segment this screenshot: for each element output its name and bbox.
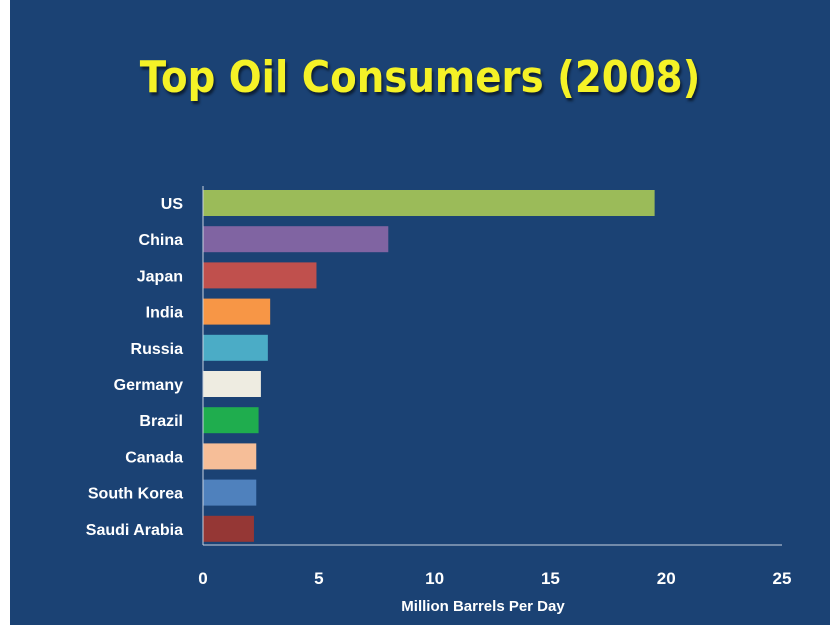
x-tick-label-25: 25 xyxy=(773,569,792,588)
bar-brazil xyxy=(203,407,259,434)
slide-background: Top Oil Consumers (2008) xyxy=(10,0,830,625)
bar-germany xyxy=(203,371,261,397)
bar-canada xyxy=(203,443,257,470)
category-labels: US China Japan India Russia Germany Brazil Cana… xyxy=(86,196,184,539)
category-label-russia: Russia xyxy=(131,341,184,358)
category-label-germany: Germany xyxy=(114,377,183,394)
x-tick-label-20: 20 xyxy=(657,569,676,588)
category-label-south-korea: South Korea xyxy=(88,486,183,503)
bar-saudi-arabia xyxy=(203,515,254,542)
category-label-saudi-arabia: Saudi Arabia xyxy=(86,522,183,539)
category-label-india: India xyxy=(146,305,183,322)
x-tick-label-15: 15 xyxy=(541,569,560,588)
bars xyxy=(203,190,655,542)
bar-china xyxy=(203,226,389,253)
category-label-canada: Canada xyxy=(125,449,183,466)
x-tick-label-0: 0 xyxy=(198,569,207,588)
category-label-brazil: Brazil xyxy=(139,413,183,430)
bar-russia xyxy=(203,334,268,361)
x-tick-label-10: 10 xyxy=(425,569,444,588)
x-axis-title: Million Barrels Per Day xyxy=(401,598,565,615)
x-tick-labels: 0 5 10 15 20 25 xyxy=(198,569,791,588)
category-label-china: China xyxy=(139,232,184,249)
chart-title: Top Oil Consumers (2008) xyxy=(139,52,701,103)
bar-us xyxy=(203,190,655,216)
bar-south-korea xyxy=(203,479,257,506)
category-label-us: US xyxy=(161,196,184,213)
axes xyxy=(202,186,782,546)
bar-india xyxy=(203,298,271,325)
x-tick-label-5: 5 xyxy=(314,569,323,588)
category-label-japan: Japan xyxy=(137,268,183,285)
bar-japan xyxy=(203,262,317,289)
